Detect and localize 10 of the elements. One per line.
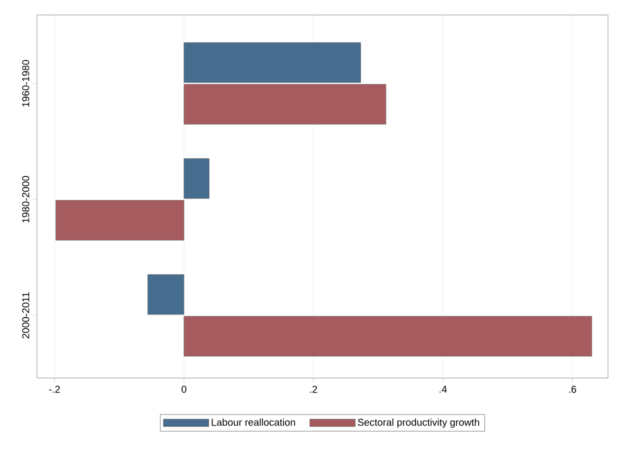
- y-tick-label: 1960-1980: [22, 60, 30, 106]
- legend-label: Labour reallocation: [212, 418, 296, 426]
- y-tick-label: 1980-2000: [22, 176, 30, 222]
- x-tick-label: .2: [310, 386, 318, 393]
- x-tick-label: .4: [440, 386, 447, 393]
- legend-label: Sectoral productivity growth: [358, 418, 480, 428]
- y-tick-label: 2000-2011: [22, 292, 30, 338]
- x-tick-label: -.2: [49, 386, 60, 393]
- x-tick-label: 0: [182, 386, 186, 393]
- x-tick-label: .6: [569, 386, 576, 393]
